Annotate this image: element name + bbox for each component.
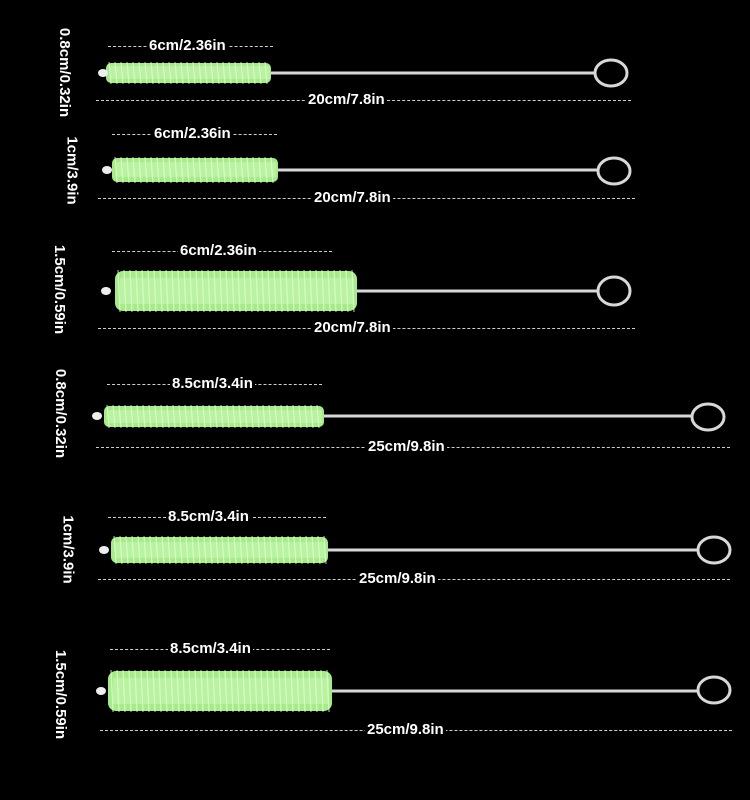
total-length-label: 20cm/7.8in (306, 91, 387, 108)
brush-image (96, 669, 732, 713)
brush-image (99, 535, 732, 565)
brush-image (102, 156, 632, 186)
total-length-label: 25cm/9.8in (357, 570, 438, 587)
bristle-length-label: 6cm/2.36in (147, 37, 228, 54)
bristle-length-label: 6cm/2.36in (152, 125, 233, 142)
brush-row-3: 1.5cm/0.59in 6cm/2.36in 20cm/7.8in (0, 238, 750, 338)
total-length-label: 20cm/7.8in (312, 319, 393, 336)
brush-image (98, 58, 629, 88)
brush-row-4: 0.8cm/0.32in 8.5cm/3.4in 25cm/9.8in (0, 369, 750, 470)
bristle-length-label: 8.5cm/3.4in (166, 508, 251, 525)
bristle-length-label: 8.5cm/3.4in (170, 375, 255, 392)
total-length-label: 25cm/9.8in (365, 721, 446, 738)
brush-row-1: 0.8cm/0.32in 6cm/2.36in 20cm/7.8in (0, 28, 750, 117)
brush-row-5: 1cm/3.9in 8.5cm/3.4in 25cm/9.8in (0, 505, 750, 600)
brush-row-2: 1cm/3.9in 6cm/2.36in 20cm/7.8in (0, 120, 750, 210)
brush-row-6: 1.5cm/0.59in 8.5cm/3.4in 25cm/9.8in (0, 635, 750, 745)
brush-image (101, 269, 632, 313)
brush-image (92, 402, 726, 432)
total-length-label: 20cm/7.8in (312, 189, 393, 206)
bristle-length-label: 8.5cm/3.4in (168, 640, 253, 657)
total-length-label: 25cm/9.8in (366, 438, 447, 455)
bristle-length-label: 6cm/2.36in (178, 242, 259, 259)
